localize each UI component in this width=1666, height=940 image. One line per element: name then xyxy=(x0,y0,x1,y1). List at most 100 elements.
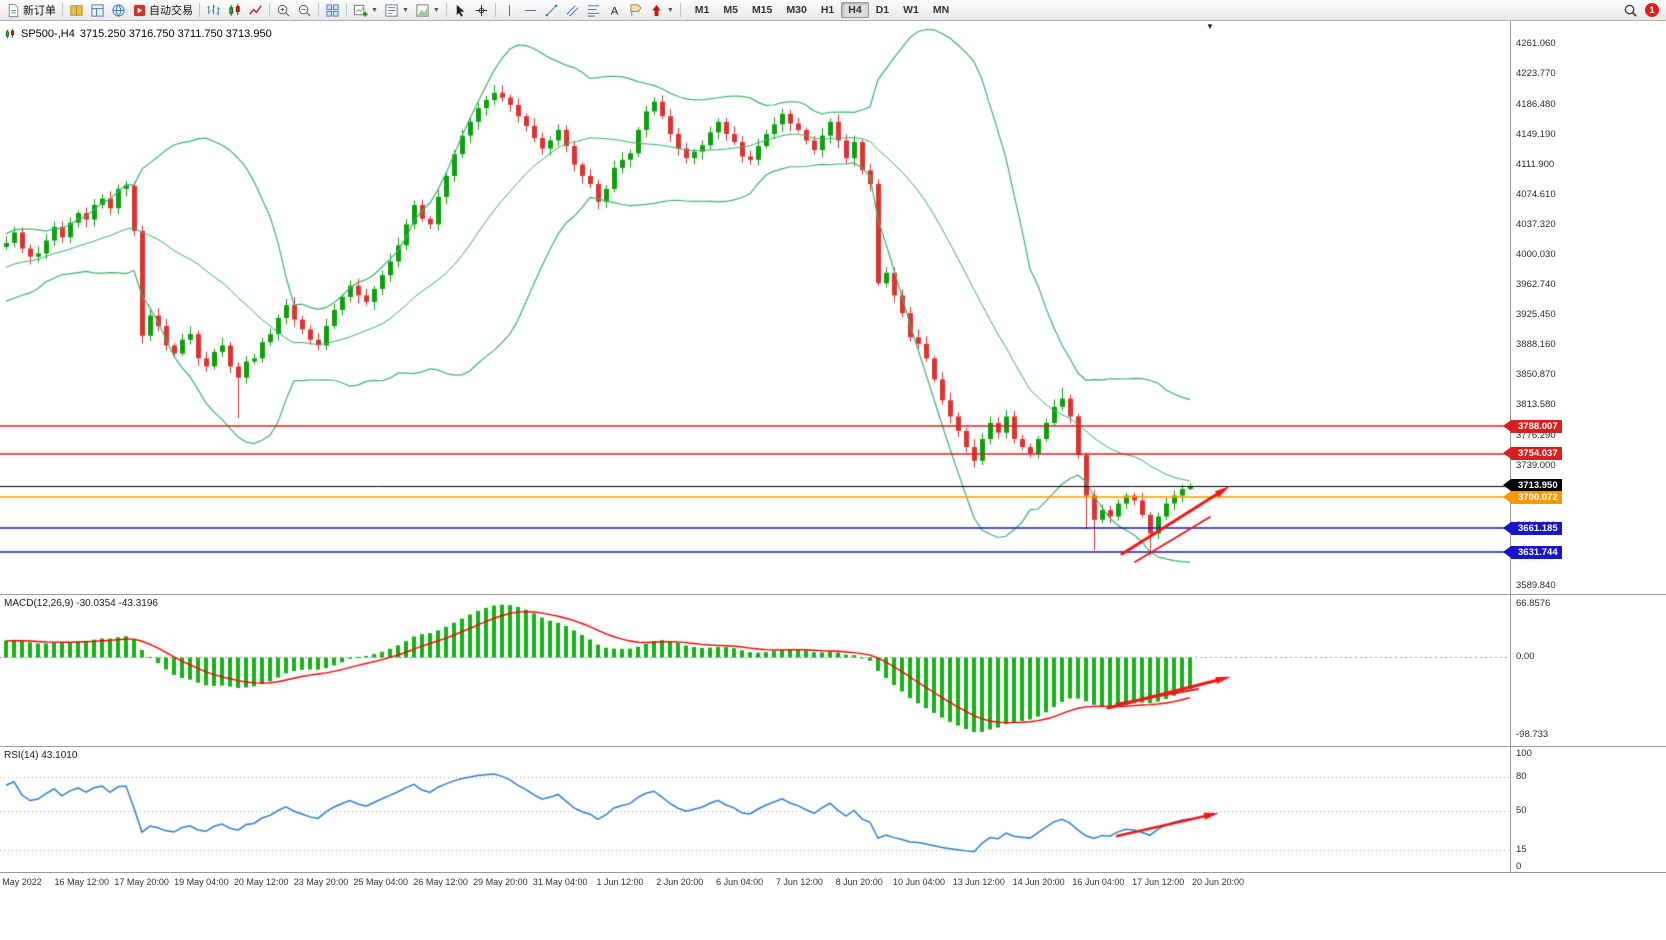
price-level-badge: 3713.950 xyxy=(1503,479,1562,493)
toolbar-separator xyxy=(199,3,200,17)
label-icon xyxy=(628,3,643,18)
date-axis-label: 23 May 20:00 xyxy=(293,877,349,887)
fibo-icon xyxy=(586,3,601,18)
search-icon xyxy=(1623,3,1638,18)
vline-icon xyxy=(502,3,517,18)
timeframe-w1-button[interactable]: W1 xyxy=(903,4,919,16)
timeframe-h4-button[interactable]: H4 xyxy=(841,2,869,18)
timeframe-m5-button[interactable]: M5 xyxy=(723,4,738,16)
profiles-button[interactable]: ▼ xyxy=(381,2,412,19)
candles-icon xyxy=(227,3,242,18)
market-watch-button[interactable] xyxy=(66,2,87,19)
timeframe-mn-button[interactable]: MN xyxy=(932,4,950,16)
vertical-line-button[interactable] xyxy=(499,2,520,19)
caret-down-icon: ▼ xyxy=(401,6,409,14)
date-axis-label: 17 Jun 12:00 xyxy=(1132,877,1185,887)
rsi-axis-label: 0 xyxy=(1516,861,1522,872)
chartplus-icon xyxy=(353,3,368,18)
layout-icon xyxy=(90,3,105,18)
date-axis-label: 26 May 12:00 xyxy=(413,877,468,887)
macd-indicator-label: MACD(12,26,9) -30.0354 -43.3196 xyxy=(4,598,158,609)
bars-mode-button[interactable] xyxy=(203,2,224,19)
toolbar-separator xyxy=(494,3,496,17)
price-axis-label: 3888.160 xyxy=(1516,339,1556,351)
rsi-chart-canvas[interactable] xyxy=(0,746,1510,872)
crosshair-button[interactable] xyxy=(471,2,492,19)
fibonacci-button[interactable] xyxy=(583,2,604,19)
price-level-badge: 3661.185 xyxy=(1503,521,1562,535)
symbol-period-label: SP500-,H4 xyxy=(21,28,75,40)
text-label-button[interactable] xyxy=(625,2,646,19)
rsi-name: RSI(14) xyxy=(4,750,39,761)
price-axis-label: 4223.770 xyxy=(1516,68,1556,80)
date-axis-label: 7 Jun 12:00 xyxy=(775,877,823,887)
cursor-button[interactable] xyxy=(450,2,471,19)
zoom-in-button[interactable] xyxy=(273,2,294,19)
date-axis-label: 10 Jun 04:00 xyxy=(892,877,946,887)
date-axis-label: 20 May 12:00 xyxy=(233,877,289,887)
timeframe-group: M1 M5 M15 M30 H1 H4 D1 W1 MN xyxy=(688,2,956,18)
macd-axis-label: -98.733 xyxy=(1516,729,1549,741)
ohlc-values-label: 3715.250 3716.750 3711.750 3713.950 xyxy=(79,28,272,40)
toolbar-separator xyxy=(269,3,270,17)
line-mode-button[interactable] xyxy=(245,2,266,19)
price-axis-label: 4261.060 xyxy=(1516,38,1556,50)
rsi-pane-separator xyxy=(0,746,1666,747)
zoomin-icon xyxy=(276,3,291,18)
new-chart-button[interactable]: ▼ xyxy=(350,2,381,19)
macd-chart-canvas[interactable] xyxy=(0,594,1510,746)
macd-values: -30.0354 -43.3196 xyxy=(76,598,158,609)
new-order-button[interactable]: 新订单 xyxy=(3,2,59,19)
chart-shift-marker: ▼ xyxy=(1206,22,1214,31)
price-axis-label: 3589.840 xyxy=(1516,580,1556,592)
text-button[interactable] xyxy=(604,2,625,19)
price-chart-canvas[interactable] xyxy=(0,21,1510,594)
timeframe-m30-button[interactable]: M30 xyxy=(786,4,807,16)
timeframe-d1-button[interactable]: D1 xyxy=(875,4,890,16)
chart-window-button[interactable] xyxy=(87,2,108,19)
search-button[interactable] xyxy=(1620,2,1641,19)
notification-badge[interactable]: 1 xyxy=(1645,3,1659,17)
arrows-button[interactable]: ▼ xyxy=(646,2,677,19)
tline-icon xyxy=(544,3,559,18)
community-button[interactable] xyxy=(108,2,129,19)
price-axis-label: 3925.450 xyxy=(1516,309,1556,321)
trend-line-button[interactable] xyxy=(541,2,562,19)
symbol-chart-icon xyxy=(4,28,16,40)
timeframe-m15-button[interactable]: M15 xyxy=(751,4,773,16)
bars-icon xyxy=(206,3,221,18)
price-axis-label: 4111.900 xyxy=(1516,158,1555,170)
toolbar-separator xyxy=(679,3,681,17)
candles-mode-button[interactable] xyxy=(224,2,245,19)
zoom-out-button[interactable] xyxy=(294,2,315,19)
auto-trading-button[interactable]: 自动交易 xyxy=(129,2,196,19)
zoomout-icon xyxy=(297,3,312,18)
date-axis-label: 2 Jun 20:00 xyxy=(656,877,704,887)
date-axis-label: 8 Jun 20:00 xyxy=(835,877,883,887)
shapes-icon xyxy=(649,3,664,18)
rsi-axis-label: 80 xyxy=(1516,770,1527,782)
text-icon xyxy=(607,3,622,18)
toolbar-separator xyxy=(445,3,447,17)
indicators-button[interactable]: ▼ xyxy=(412,2,443,19)
macd-name: MACD(12,26,9) xyxy=(4,598,74,609)
horizontal-line-button[interactable] xyxy=(520,2,541,19)
toolbar-separator xyxy=(62,3,63,17)
price-axis-label: 4074.610 xyxy=(1516,188,1556,200)
date-axis-label: 1 Jun 12:00 xyxy=(596,877,644,887)
equidistant-channel-button[interactable] xyxy=(562,2,583,19)
price-level-badge: 3754.037 xyxy=(1503,447,1562,461)
timeframe-m1-button[interactable]: M1 xyxy=(694,4,710,16)
macd-pane-separator xyxy=(0,594,1666,595)
timeframe-h1-button[interactable]: H1 xyxy=(820,4,835,16)
globe-icon xyxy=(111,3,126,18)
new-order-label: 新订单 xyxy=(23,5,56,17)
tile-windows-button[interactable] xyxy=(322,2,343,19)
chart-area: SP500-,H4 3715.250 3716.750 3711.750 371… xyxy=(0,21,1666,890)
date-axis-label: 16 Jun 04:00 xyxy=(1072,877,1125,887)
toolbar-separator xyxy=(318,3,319,17)
cursor-icon xyxy=(453,3,468,18)
date-axis-label: May 2022 xyxy=(2,877,42,887)
price-axis-label: 4186.480 xyxy=(1516,98,1556,110)
price-axis-label: 3813.580 xyxy=(1516,399,1556,411)
